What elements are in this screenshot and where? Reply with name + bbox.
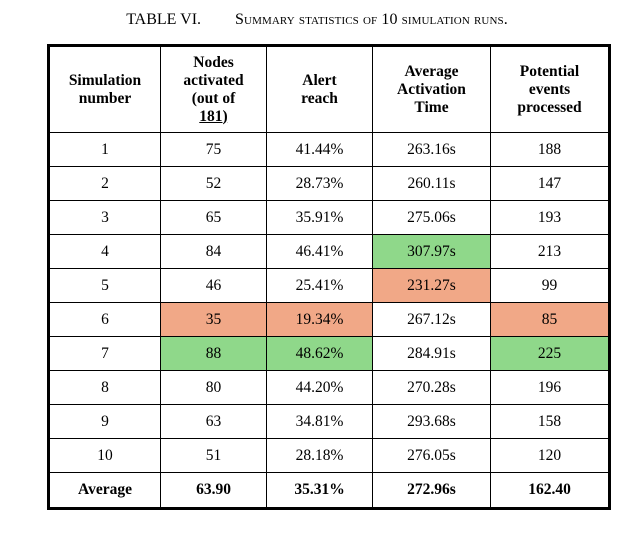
alert-reach-cell: 25.41% [266, 268, 373, 303]
activation-time-cell: 260.11s [372, 166, 491, 201]
events-processed-cell: 120 [490, 438, 610, 473]
average-cell: 63.90 [160, 472, 267, 509]
table-caption: TABLE VI. Summary statistics of 10 simula… [0, 10, 634, 30]
activation-time-cell: 284.91s [372, 336, 491, 371]
simulation-number-cell: 6 [48, 302, 161, 337]
summary-table: Simulation number Nodes activated (out o… [47, 44, 611, 510]
simulation-number-cell: 4 [48, 234, 161, 269]
alert-reach-cell: 48.62% [266, 336, 373, 371]
table-row: 6 35 19.34% 267.12s 85 [48, 302, 610, 337]
events-processed-cell: 147 [490, 166, 610, 201]
header-line: events [528, 80, 571, 98]
average-cell: 162.40 [490, 472, 610, 509]
header-line: Simulation [68, 71, 142, 89]
average-row: Average 63.90 35.31% 272.96s 162.40 [48, 472, 610, 509]
header-potential-events-processed: Potential events processed [490, 45, 610, 133]
table-row: 8 80 44.20% 270.28s 196 [48, 370, 610, 405]
alert-reach-cell: 46.41% [266, 234, 373, 269]
nodes-activated-cell: 52 [160, 166, 267, 201]
events-processed-cell: 158 [490, 404, 610, 439]
header-nodes-activated: Nodes activated (out of 181) [160, 45, 267, 133]
table-body: 1 75 41.44% 263.16s 188 2 52 28.73% 260.11s 147 3 6… [48, 132, 610, 473]
events-processed-cell: 188 [490, 132, 610, 167]
header-average-activation-time: Average Activation Time [372, 45, 491, 133]
nodes-activated-cell: 63 [160, 404, 267, 439]
table-row: 4 84 46.41% 307.97s 213 [48, 234, 610, 269]
alert-reach-cell: 28.73% [266, 166, 373, 201]
header-line: number [78, 89, 132, 107]
header-line: Time [414, 98, 449, 116]
activation-time-cell: 307.97s [372, 234, 491, 269]
table-row: 1 75 41.44% 263.16s 188 [48, 132, 610, 167]
nodes-activated-cell: 35 [160, 302, 267, 337]
average-cell: 272.96s [372, 472, 491, 509]
header-row: Simulation number Nodes activated (out o… [48, 45, 610, 133]
average-cell: 35.31% [266, 472, 373, 509]
alert-reach-cell: 28.18% [266, 438, 373, 473]
header-line: activated [183, 71, 244, 89]
activation-time-cell: 293.68s [372, 404, 491, 439]
simulation-number-cell: 9 [48, 404, 161, 439]
nodes-activated-cell: 65 [160, 200, 267, 235]
activation-time-cell: 267.12s [372, 302, 491, 337]
table-row: 5 46 25.41% 231.27s 99 [48, 268, 610, 303]
alert-reach-cell: 41.44% [266, 132, 373, 167]
nodes-activated-cell: 46 [160, 268, 267, 303]
header-line: Activation [397, 80, 466, 98]
table-row: 2 52 28.73% 260.11s 147 [48, 166, 610, 201]
table-title: Summary statistics of 10 simulation runs… [235, 11, 508, 28]
simulation-number-cell: 8 [48, 370, 161, 405]
activation-time-cell: 231.27s [372, 268, 491, 303]
activation-time-cell: 276.05s [372, 438, 491, 473]
header-alert-reach: Alert reach [266, 45, 373, 133]
nodes-activated-cell: 88 [160, 336, 267, 371]
header-line: processed [517, 98, 582, 116]
simulation-number-cell: 5 [48, 268, 161, 303]
events-processed-cell: 196 [490, 370, 610, 405]
activation-time-cell: 270.28s [372, 370, 491, 405]
nodes-activated-cell: 84 [160, 234, 267, 269]
activation-time-cell: 263.16s [372, 132, 491, 167]
alert-reach-cell: 19.34% [266, 302, 373, 337]
alert-reach-cell: 34.81% [266, 404, 373, 439]
table-row: 3 65 35.91% 275.06s 193 [48, 200, 610, 235]
table-label: TABLE VI. [126, 11, 202, 28]
header-line: 181) [199, 107, 228, 125]
nodes-activated-cell: 75 [160, 132, 267, 167]
events-processed-cell: 85 [490, 302, 610, 337]
events-processed-cell: 225 [490, 336, 610, 371]
header-line: Potential [519, 62, 580, 80]
alert-reach-cell: 44.20% [266, 370, 373, 405]
simulation-number-cell: 2 [48, 166, 161, 201]
simulation-number-cell: 3 [48, 200, 161, 235]
header-line: reach [301, 89, 338, 107]
header-simulation-number: Simulation number [48, 45, 161, 133]
simulation-number-cell: 7 [48, 336, 161, 371]
alert-reach-cell: 35.91% [266, 200, 373, 235]
header-line: Nodes [193, 53, 234, 71]
average-label-cell: Average [48, 472, 161, 509]
nodes-activated-cell: 51 [160, 438, 267, 473]
nodes-activated-cell: 80 [160, 370, 267, 405]
table-row: 10 51 28.18% 276.05s 120 [48, 438, 610, 473]
simulation-number-cell: 10 [48, 438, 161, 473]
table-row: 7 88 48.62% 284.91s 225 [48, 336, 610, 371]
simulation-number-cell: 1 [48, 132, 161, 167]
header-line: (out of [191, 89, 236, 107]
header-line: Average [404, 62, 459, 80]
events-processed-cell: 99 [490, 268, 610, 303]
table-row: 9 63 34.81% 293.68s 158 [48, 404, 610, 439]
header-line: Alert [302, 71, 337, 89]
activation-time-cell: 275.06s [372, 200, 491, 235]
events-processed-cell: 213 [490, 234, 610, 269]
events-processed-cell: 193 [490, 200, 610, 235]
